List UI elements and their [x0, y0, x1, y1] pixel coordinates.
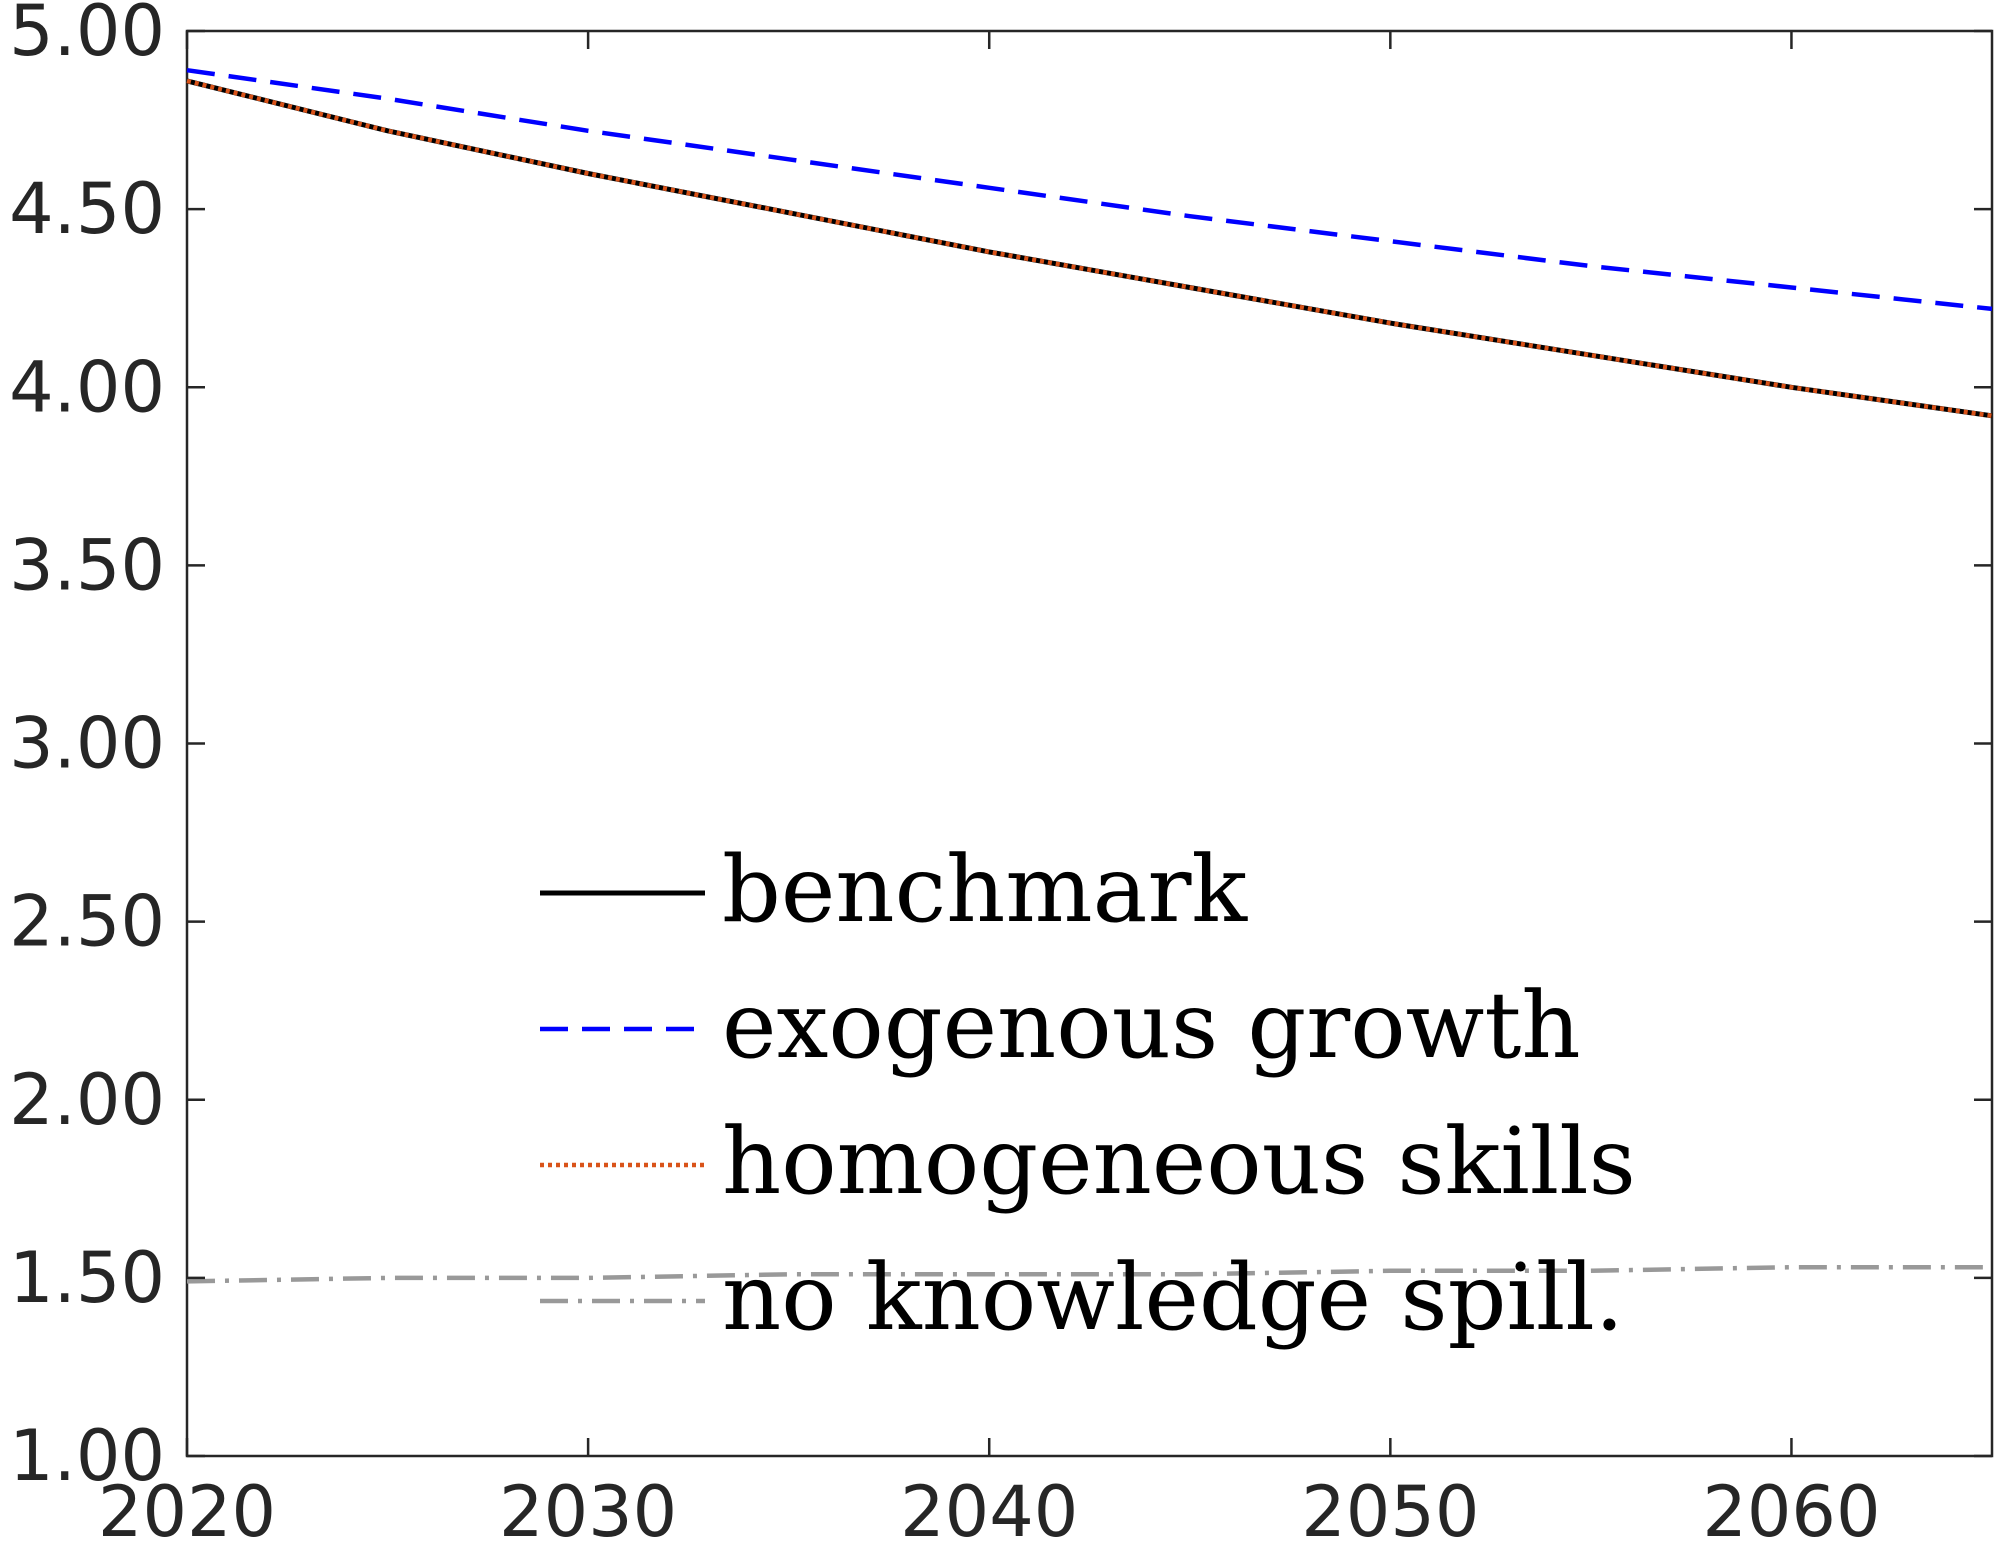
- y-tick-label: 1.00: [9, 1415, 165, 1497]
- x-tick-label: 2020: [98, 1471, 276, 1553]
- series-layer: [186, 67, 1993, 1284]
- y-tick-label: 3.00: [9, 703, 165, 785]
- legend-label: exogenous growth: [722, 972, 1581, 1079]
- y-tick-label: 4.00: [9, 346, 165, 428]
- x-tick-label: 2060: [1702, 1471, 1880, 1553]
- series-line-homogeneous-skills: [186, 78, 1993, 419]
- y-tick-label: 4.50: [9, 168, 165, 250]
- axis-ticks: 1.00 1.50 2.00 2.50 3.00 3.50 4.00 4.50 5.00 2020…: [9, 0, 1992, 1553]
- y-tick-label: 3.50: [9, 524, 165, 606]
- x-tick-label: 2040: [900, 1471, 1078, 1553]
- series-line-benchmark: [186, 78, 1993, 419]
- y-tick-label: 5.00: [9, 0, 165, 72]
- series-line-exogenous-growth: [186, 67, 1993, 312]
- axes-box: [185, 29, 1994, 1458]
- x-tick-label: 2050: [1301, 1471, 1479, 1553]
- legend-label: benchmark: [722, 836, 1248, 943]
- legend: benchmark exogenous growth homogeneous ski…: [540, 836, 1636, 1351]
- x-tick-label: 2030: [499, 1471, 677, 1553]
- legend-label: no knowledge spill.: [722, 1244, 1624, 1351]
- y-tick-label: 2.00: [9, 1059, 165, 1141]
- y-tick-label: 1.50: [9, 1237, 165, 1319]
- plot-area: [185, 29, 1994, 1458]
- y-tick-label: 2.50: [9, 881, 165, 963]
- legend-label: homogeneous skills: [722, 1108, 1636, 1215]
- series-line-no-knowledge-spill: [186, 1264, 1992, 1284]
